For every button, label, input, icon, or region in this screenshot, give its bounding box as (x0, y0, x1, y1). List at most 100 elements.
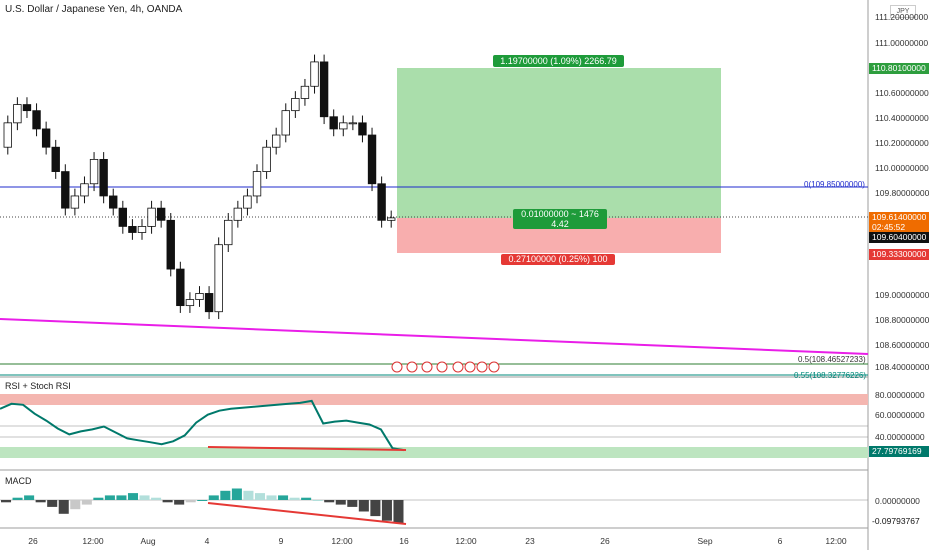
chart-title: U.S. Dollar / Japanese Yen, 4h, OANDA (5, 4, 183, 15)
currency-badge[interactable]: JPY (890, 5, 916, 18)
candle (109, 195, 118, 209)
entry-label[interactable]: 0.01000000 ~ 1476 4.42 (513, 209, 607, 229)
candle (319, 61, 329, 118)
candle (61, 171, 70, 209)
candlestick-series (3, 54, 396, 320)
macd-bar (174, 500, 185, 505)
candle (195, 293, 204, 300)
candle (300, 85, 310, 99)
candle (22, 104, 32, 112)
entry-price-tag: 109.60400000 (869, 232, 929, 243)
target-price-tag: 110.80100000 (869, 63, 929, 74)
candle (99, 158, 108, 197)
macd-y-tick: 0.00000000 (875, 496, 920, 506)
candle (233, 207, 243, 221)
rsi-y-tick: 60.00000000 (875, 410, 925, 420)
candle (329, 116, 338, 130)
stop-label[interactable]: 0.27100000 (0.25%) 100 (501, 254, 615, 265)
macd-bar (81, 500, 92, 505)
y-tick: 109.80000000 (875, 188, 930, 198)
candle (51, 146, 60, 172)
y-tick: 110.00000000 (875, 163, 929, 173)
event-icons (391, 361, 500, 373)
y-tick: 110.20000000 (875, 138, 929, 148)
candle (32, 110, 41, 130)
macd-bar (358, 500, 369, 512)
macd-bar (301, 497, 312, 500)
candle (80, 183, 89, 197)
macd-bar (1, 500, 12, 503)
candle (291, 98, 300, 112)
current-price-tag: 109.61400000 (869, 212, 929, 223)
macd-bar (254, 493, 265, 500)
macd-bar (289, 497, 300, 500)
candle (214, 244, 223, 313)
macd-bar (381, 500, 392, 521)
macd-pane-label[interactable]: MACD (5, 476, 32, 486)
macd-bar (370, 500, 381, 517)
candle (243, 195, 252, 209)
macd-bar (24, 495, 35, 500)
rsi-y-tick: 40.00000000 (875, 432, 925, 442)
x-tick: 23 (525, 536, 535, 546)
macd-bar (208, 495, 219, 500)
y-tick: 110.40000000 (875, 113, 929, 123)
entry-label-line-1: 0.01000000 ~ 1476 (521, 209, 599, 219)
macd-bar (266, 495, 277, 500)
x-tick: 26 (28, 536, 38, 546)
rsi-line (0, 399, 405, 452)
macd-histogram (1, 488, 404, 523)
candle (262, 146, 271, 172)
candle (310, 61, 319, 87)
macd-bar (12, 497, 23, 500)
fib-label-0.55: 0.55(108.32776226) (794, 371, 867, 380)
macd-bar (70, 500, 81, 510)
candle (224, 219, 233, 246)
x-tick: 9 (278, 536, 284, 546)
y-tick: 110.60000000 (875, 88, 929, 98)
candle (358, 122, 367, 136)
y-tick: 108.60000000 (875, 340, 930, 350)
x-tick: 12:00 (455, 536, 477, 546)
target-label[interactable]: 1.19700000 (1.09%) 2266.79 (493, 55, 624, 67)
x-tick: 26 (600, 536, 610, 546)
macd-bar (139, 495, 150, 500)
stop-price-tag: 109.33300000 (869, 249, 929, 260)
macd-bar (47, 500, 58, 507)
candle (128, 226, 137, 233)
rsi-divergence-line (207, 446, 407, 451)
x-tick: Aug (140, 536, 156, 546)
macd-bar (127, 493, 139, 500)
macd-bar (93, 497, 104, 500)
candle (3, 122, 12, 148)
rsi-pane-label[interactable]: RSI + Stoch RSI (5, 381, 71, 391)
x-tick: 12:00 (82, 536, 104, 546)
x-tick: 6 (777, 536, 783, 546)
candle (339, 122, 348, 130)
candle (166, 219, 175, 270)
candle (147, 207, 156, 227)
macd-bar (162, 500, 173, 503)
hline-label: 0(109.85000000) (804, 180, 865, 189)
y-tick: 111.00000000 (875, 38, 929, 48)
macd-bar (278, 495, 289, 500)
macd-bar (231, 488, 242, 500)
macd-bar (324, 500, 335, 503)
candle (89, 158, 99, 185)
candle (118, 207, 128, 227)
y-tick: 111.20000000 (875, 12, 929, 22)
x-tick: 4 (204, 536, 210, 546)
macd-value-tag: -0.09793767 (869, 516, 929, 527)
x-tick: 16 (399, 536, 409, 546)
x-tick: Sep (697, 536, 713, 546)
fib-label-0.5: 0.5(108.46527233) (798, 355, 866, 364)
macd-bar (185, 500, 196, 503)
rsi-value-tag: 27.79769169 (869, 446, 929, 457)
x-tick: 12:00 (825, 536, 847, 546)
candle (387, 217, 396, 221)
macd-divergence-line (207, 502, 407, 525)
macd-bar (104, 495, 115, 500)
rsi-overbought-band (0, 394, 868, 405)
macd-bar (35, 500, 46, 503)
